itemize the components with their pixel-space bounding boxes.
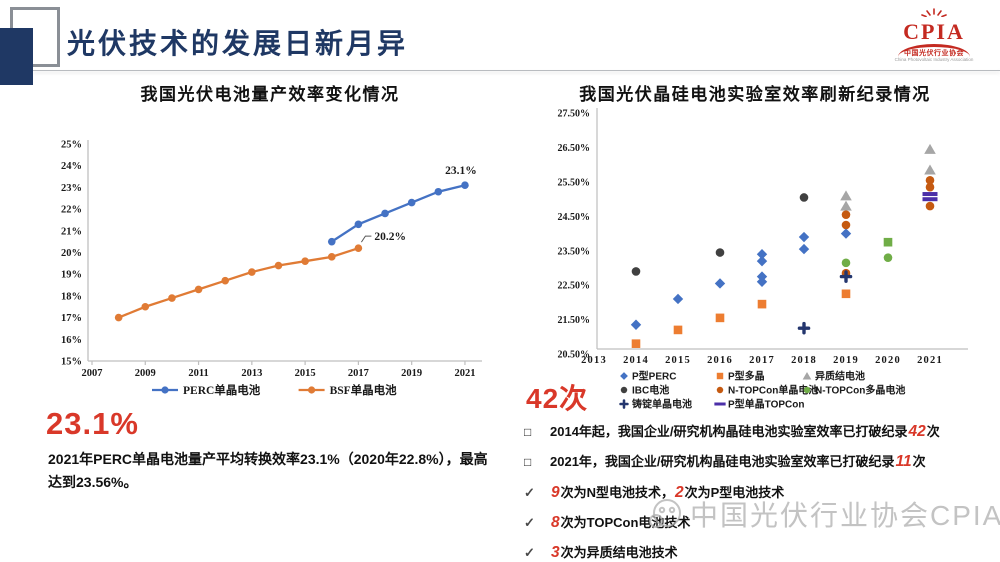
svg-text:24.50%: 24.50% [558, 212, 591, 223]
svg-text:21.50%: 21.50% [558, 315, 591, 326]
bullet-text: 2014年起，我国企业/研究机构晶硅电池实验室效率已打破纪录42次 [550, 423, 940, 440]
square-bullet-icon: □ [524, 425, 532, 439]
right-chart-title: 我国光伏晶硅电池实验室效率刷新纪录情况 [579, 85, 931, 104]
svg-text:21%: 21% [61, 226, 82, 237]
bullet-list: □ 2014年起，我国企业/研究机构晶硅电池实验室效率已打破纪录42次 □ 2021年… [520, 420, 998, 562]
cpia-logo-caption-en: China Photovoltaic Industry Association [894, 57, 974, 62]
svg-text:2019: 2019 [833, 355, 859, 366]
bullet-text: 9次为N型电池技术，2次为P型电池技术 [551, 483, 785, 501]
svg-text:P型PERC: P型PERC [632, 370, 676, 383]
svg-text:15%: 15% [61, 357, 82, 368]
left-description: 2021年PERC单晶电池量产平均转换效率23.1%（2020年22.8%），最… [48, 451, 488, 491]
bullet-text: 8次为TOPCon电池技术 [551, 513, 691, 531]
svg-text:24%: 24% [61, 161, 82, 172]
svg-text:20.2%: 20.2% [374, 231, 406, 243]
header-divider [33, 70, 1000, 71]
square-bullet-icon: □ [524, 455, 532, 470]
check-icon: ✓ [524, 545, 535, 560]
bullet-item: □ 2014年起，我国企业/研究机构晶硅电池实验室效率已打破纪录42次 [520, 420, 998, 443]
cpia-logo: CPIA 中国光伏行业协会 China Photovoltaic Industr… [886, 5, 982, 63]
svg-text:2021: 2021 [454, 368, 475, 379]
check-icon: ✓ [524, 514, 535, 530]
svg-text:2013: 2013 [241, 368, 262, 379]
bullet-item: ✓ 3次为异质结电池技术 [520, 541, 998, 562]
svg-text:2020: 2020 [875, 355, 901, 366]
bullet-text: 3次为异质结电池技术 [551, 544, 678, 561]
svg-text:2015: 2015 [665, 355, 691, 366]
bullet-item: □ 2021年，我国企业/研究机构晶硅电池实验室效率已打破纪录11次 [520, 450, 998, 473]
cpia-logo-caption-cn: 中国光伏行业协会 [904, 50, 964, 57]
bullet-item: ✓ 8次为TOPCon电池技术 [520, 511, 998, 534]
svg-text:2017: 2017 [348, 368, 369, 379]
cpia-logo-word: CPIA [903, 19, 965, 44]
svg-text:23.50%: 23.50% [558, 246, 591, 257]
svg-text:26.50%: 26.50% [558, 143, 591, 154]
svg-text:17%: 17% [61, 313, 82, 324]
svg-text:P型多晶: P型多晶 [728, 370, 765, 383]
svg-text:N-TOPCon单晶电池: N-TOPCon单晶电池 [728, 384, 818, 397]
left-highlight-value: 23.1% [46, 406, 139, 441]
svg-text:22.50%: 22.50% [558, 281, 591, 292]
svg-text:2013: 2013 [581, 355, 607, 366]
svg-text:16%: 16% [61, 335, 82, 346]
production-efficiency-line-chart: 25% 24% 23% 22% 21% 20% 19% 18% 17% 16% 15%2007 200… [61, 140, 482, 397]
check-icon: ✓ [524, 484, 535, 500]
svg-text:2011: 2011 [188, 368, 208, 379]
svg-text:N-TOPCon多晶电池: N-TOPCon多晶电池 [815, 384, 905, 397]
svg-text:2018: 2018 [791, 355, 817, 366]
svg-text:27.50%: 27.50% [558, 109, 591, 120]
svg-text:23%: 23% [61, 183, 82, 194]
bullet-item: ✓ 9次为N型电池技术，2次为P型电池技术 [520, 481, 998, 504]
svg-text:18%: 18% [61, 291, 82, 302]
svg-text:2009: 2009 [135, 368, 156, 379]
svg-text:铸锭单晶电池: 铸锭单晶电池 [632, 398, 692, 411]
svg-text:23.1%: 23.1% [445, 165, 477, 177]
svg-text:P型单晶TOPCon: P型单晶TOPCon [728, 398, 804, 411]
svg-text:20.50%: 20.50% [558, 350, 591, 361]
svg-text:2016: 2016 [707, 355, 733, 366]
lab-efficiency-scatter-chart: 27.50% 26.50% 25.50% 24.50% 23.50% 22.50% 21.5… [558, 108, 968, 411]
svg-text:异质结电池: 异质结电池 [815, 370, 865, 383]
svg-text:2014: 2014 [623, 355, 649, 366]
bullet-text: 2021年，我国企业/研究机构晶硅电池实验室效率已打破纪录11次 [550, 453, 926, 471]
svg-text:2015: 2015 [295, 368, 316, 379]
svg-text:PERC单晶电池: PERC单晶电池 [183, 383, 261, 397]
svg-text:20%: 20% [61, 248, 82, 259]
svg-text:IBC电池: IBC电池 [632, 384, 669, 397]
svg-text:19%: 19% [61, 270, 82, 281]
svg-text:25.50%: 25.50% [558, 178, 591, 189]
svg-text:2021: 2021 [917, 355, 943, 366]
page-title: 光伏技术的发展日新月异 [67, 28, 409, 59]
left-chart-title: 我国光伏电池量产效率变化情况 [140, 85, 400, 104]
svg-text:2007: 2007 [82, 368, 103, 379]
svg-text:25%: 25% [61, 140, 82, 151]
cpia-logo-arc [898, 44, 970, 57]
right-highlight-value: 42次 [526, 383, 589, 414]
svg-text:2017: 2017 [749, 355, 775, 366]
sun-rays-icon [921, 8, 947, 18]
title-decoration-navy-square [0, 28, 33, 85]
svg-text:2019: 2019 [401, 368, 422, 379]
svg-text:BSF单晶电池: BSF单晶电池 [330, 383, 398, 397]
svg-text:22%: 22% [61, 205, 82, 216]
